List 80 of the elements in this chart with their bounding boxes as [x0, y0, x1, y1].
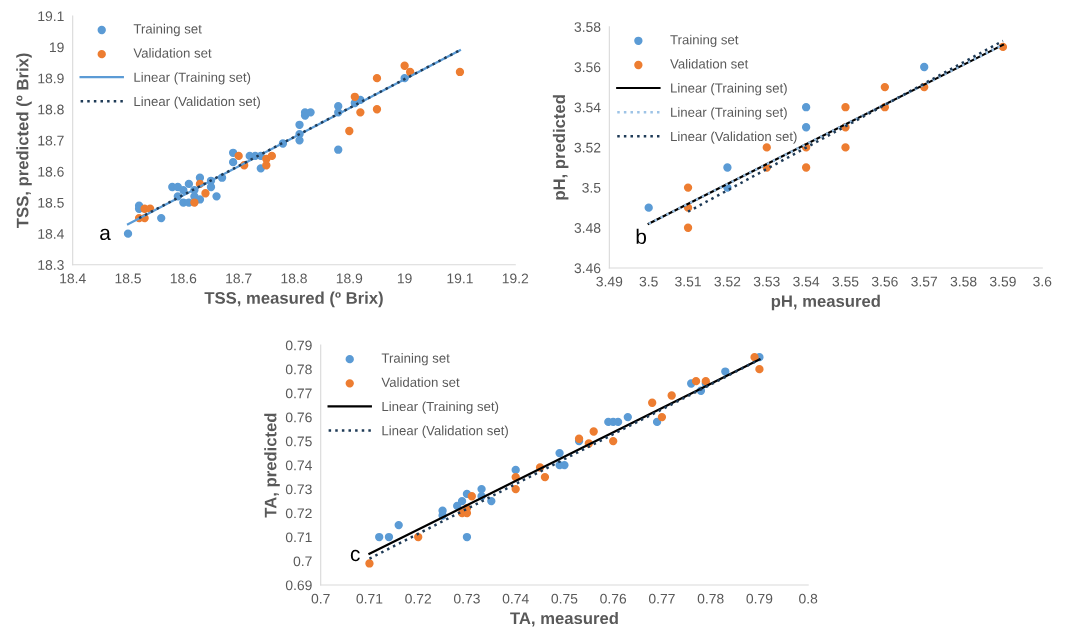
x-tick-label: 0.79 [746, 593, 773, 604]
x-tick-label: 18.7 [226, 273, 252, 284]
x-tick-label: 0.72 [405, 593, 432, 604]
x-tick-label: 3.54 [793, 276, 820, 287]
annotation: c [350, 549, 360, 562]
y-tick-label: 0.77 [285, 388, 312, 399]
legend-label: Training set [133, 23, 202, 37]
y-tick-label: 0.69 [285, 580, 312, 591]
y-tick-label: 19 [49, 42, 64, 53]
x-tick-label: 3.58 [950, 276, 977, 287]
legend-label: Linear (Validation set) [134, 96, 260, 109]
y-tick-label: 0.72 [285, 508, 312, 519]
legend-label: Validation set [381, 377, 460, 387]
y-axis-title: TA, predicted [264, 413, 280, 518]
y-tick-label: 18.6 [38, 166, 64, 177]
x-tick-label: 3.55 [832, 276, 859, 287]
annotation: a [100, 228, 111, 241]
x-tick-label: 3.51 [675, 276, 701, 287]
y-tick-label: 3.58 [574, 22, 601, 32]
y-tick-label: 18.4 [38, 229, 64, 239]
x-tick-label: 0.76 [600, 593, 627, 604]
y-tick-label: 0.71 [285, 532, 312, 543]
y-tick-label: 18.3 [38, 260, 64, 270]
x-tick-label: 0.73 [453, 593, 480, 604]
y-tick-label: 19.1 [38, 11, 64, 22]
x-tick-label: 18.5 [115, 273, 141, 284]
y-tick-label: 0.79 [285, 340, 312, 351]
y-tick-label: 3.52 [574, 142, 601, 153]
y-tick-label: 0.78 [285, 364, 312, 375]
x-tick-label: 3.6 [1033, 276, 1052, 287]
legend-label: Training set [670, 34, 739, 48]
y-tick-label: 18.5 [38, 197, 64, 208]
x-tick-label: 19 [397, 273, 412, 284]
x-tick-label: 3.53 [753, 276, 780, 287]
y-axis-title: TSS, predicted (º Brix) [16, 53, 32, 228]
x-tick-label: 18.4 [60, 273, 86, 284]
x-tick-label: 0.7 [311, 593, 330, 604]
x-tick-label: 3.57 [911, 276, 938, 287]
y-tick-label: 3.5 [582, 182, 601, 193]
y-tick-label: 3.54 [574, 102, 601, 113]
x-axis-title: pH, measured [771, 294, 880, 311]
x-tick-label: 0.78 [697, 593, 724, 604]
legend-label: Training set [381, 353, 450, 366]
y-tick-label: 0.73 [285, 484, 312, 495]
x-tick-label: 3.5 [639, 276, 658, 287]
y-tick-label: 0.75 [285, 436, 312, 447]
y-tick-label: 0.76 [285, 412, 312, 423]
x-axis-title: TSS, measured (º Brix) [204, 291, 383, 308]
x-tick-label: 19.2 [502, 273, 529, 284]
x-tick-label: 0.74 [502, 593, 529, 604]
y-tick-label: 0.74 [285, 460, 312, 471]
x-tick-label: 0.8 [799, 593, 818, 604]
annotation: b [636, 228, 647, 245]
x-tick-label: 3.59 [989, 276, 1016, 287]
y-tick-label: 0.7 [293, 556, 312, 567]
y-tick-label: 18.9 [38, 73, 64, 84]
x-tick-label: 3.56 [871, 276, 898, 287]
x-tick-label: 0.71 [356, 593, 383, 604]
legend-label: Linear (Training set) [382, 401, 499, 414]
legend-label: Linear (Validation set) [382, 425, 508, 438]
x-tick-label: 3.49 [596, 276, 623, 287]
x-axis-title: TA, measured [510, 611, 618, 627]
legend-label: Linear (Validation set) [671, 131, 797, 144]
x-tick-label: 18.6 [170, 273, 197, 284]
y-tick-label: 18.8 [38, 104, 64, 115]
x-tick-label: 0.77 [648, 593, 675, 604]
x-tick-label: 3.52 [714, 276, 741, 287]
legend-label: Linear (Training set) [671, 83, 787, 96]
legend-label: Validation set [670, 58, 749, 69]
x-tick-label: 19.1 [447, 273, 473, 284]
y-tick-label: 18.7 [38, 135, 64, 146]
x-tick-label: 0.75 [551, 593, 578, 604]
y-axis-title: pH, predicted [552, 95, 569, 200]
legend-label: Linear (Training set) [671, 107, 787, 120]
y-tick-label: 3.46 [574, 263, 601, 274]
legend-label: Linear (Training set) [134, 72, 251, 85]
legend-label: Validation set [133, 48, 212, 58]
y-tick-label: 3.48 [574, 223, 601, 233]
y-tick-label: 3.56 [574, 62, 601, 73]
x-tick-label: 18.9 [336, 273, 363, 284]
